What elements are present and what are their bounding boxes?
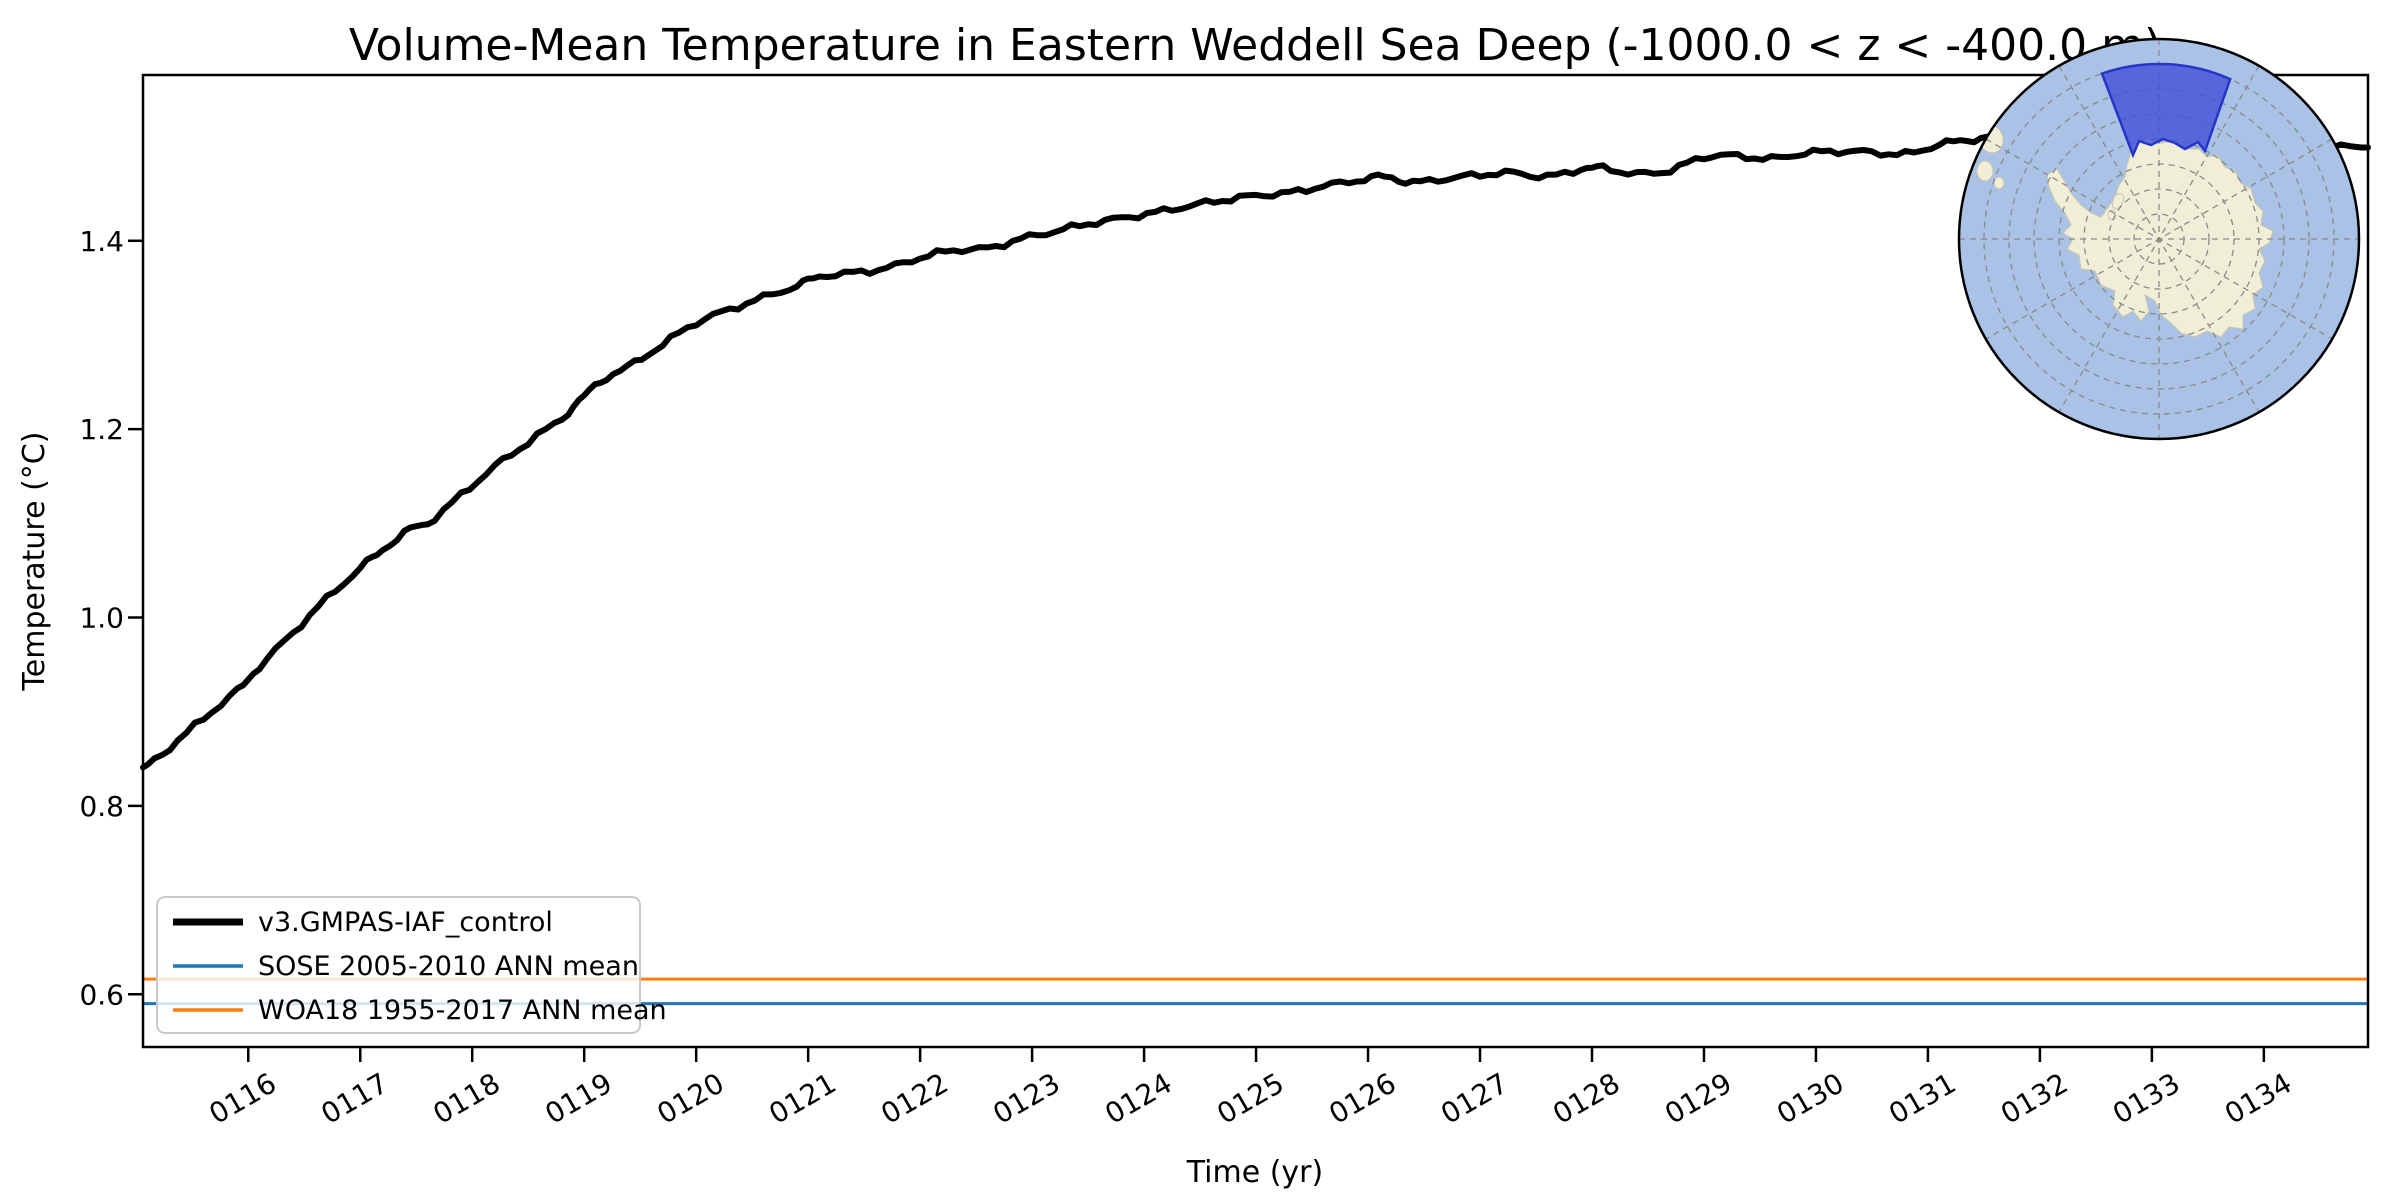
legend-label-woa18: WOA18 1955-2017 ANN mean xyxy=(258,995,667,1026)
inset-map xyxy=(1957,37,2361,441)
temperature-series-line xyxy=(140,129,2371,771)
y-tick-label: 1.0 xyxy=(79,602,124,635)
legend-label-sose: SOSE 2005-2010 ANN mean xyxy=(258,951,639,982)
legend: v3.GMPAS-IAF_control SOSE 2005-2010 ANN … xyxy=(156,896,667,1034)
legend-box xyxy=(156,896,641,1034)
region-wedge xyxy=(2100,62,2232,159)
chart-title: Volume-Mean Temperature in Eastern Wedde… xyxy=(349,20,2161,71)
map-border-circle xyxy=(1957,37,2361,441)
y-axis-ticks: 0.6 0.8 1.0 1.2 1.4 xyxy=(79,225,143,1011)
y-tick-label: 0.6 xyxy=(79,978,124,1011)
x-axis-label: Time (yr) xyxy=(1186,1155,1323,1190)
y-tick-label: 1.4 xyxy=(79,225,124,258)
region-wedge-outline xyxy=(2100,62,2232,159)
y-axis-label: Temperature (°C) xyxy=(17,432,52,692)
y-tick-label: 1.2 xyxy=(79,413,124,446)
island xyxy=(2111,192,2125,210)
legend-label-control: v3.GMPAS-IAF_control xyxy=(258,907,553,938)
island xyxy=(1976,160,1994,182)
y-tick-label: 0.8 xyxy=(79,790,124,823)
island xyxy=(1993,176,2005,190)
